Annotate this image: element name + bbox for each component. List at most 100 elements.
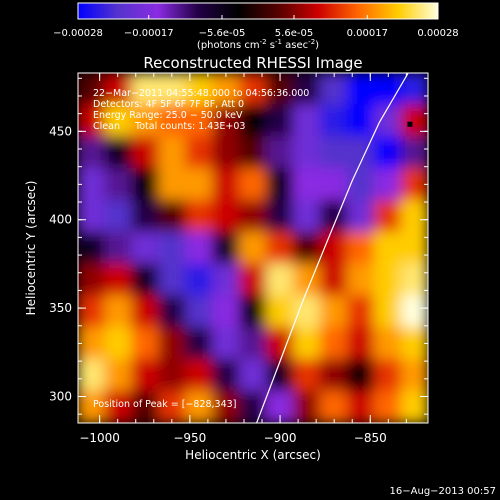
heatmap-cell <box>185 358 214 392</box>
heatmap-cell <box>346 104 375 138</box>
x-tick-label: −950 <box>173 431 206 445</box>
heatmap-cell <box>346 327 375 360</box>
peak-marker <box>407 121 413 127</box>
heatmap-cell <box>292 390 321 423</box>
heatmap-cell <box>319 295 348 329</box>
heatmap-cell <box>78 295 106 329</box>
heatmap-cell <box>158 73 187 106</box>
heatmap-cell <box>373 327 402 360</box>
heatmap-cell <box>292 199 321 233</box>
heatmap-cell <box>185 136 214 169</box>
heatmap-cell <box>346 167 375 201</box>
heatmap-cell <box>292 358 321 392</box>
heatmap-cell <box>265 136 294 169</box>
heatmap-cell <box>104 199 133 233</box>
footer-date: 16−Aug−2013 00:57 <box>390 486 496 497</box>
heatmap-cell <box>292 295 321 329</box>
colorbar-unit-prefix: (photons cm <box>197 40 260 51</box>
heatmap-cell <box>185 167 214 201</box>
colorbar-tick-label: 0.00017 <box>347 28 388 39</box>
heatmap-cell <box>131 390 160 423</box>
heatmap-cell <box>185 199 214 233</box>
colorbar-tick-label: −0.00017 <box>124 28 174 39</box>
heatmap-cell <box>292 327 321 360</box>
heatmap-cell <box>239 199 267 233</box>
heatmap-cell <box>265 231 294 265</box>
heatmap-cell <box>319 358 348 392</box>
plot-frame <box>77 72 429 424</box>
heatmap-cell <box>373 390 402 423</box>
heatmap-cell <box>239 136 267 169</box>
colorbar-unit-suffix: ) <box>315 40 319 51</box>
heatmap-cell <box>212 390 241 423</box>
heatmap-cell <box>158 358 187 392</box>
heatmap-cell <box>158 390 187 423</box>
heatmap-cell <box>319 263 348 297</box>
heatmap-cells <box>78 73 428 423</box>
heatmap-cell <box>104 73 133 106</box>
heatmap-cell <box>78 231 106 265</box>
heatmap-cell <box>104 390 133 423</box>
heatmap-cell <box>158 295 187 329</box>
peak-position-label: Position of Peak = [−828,343] <box>93 399 236 410</box>
heatmap-cell <box>212 231 241 265</box>
heatmap-cell <box>319 73 348 106</box>
heatmap-cell <box>400 104 428 138</box>
heatmap-cell <box>131 327 160 360</box>
heatmap-cell <box>78 327 106 360</box>
heatmap-cell <box>319 167 348 201</box>
heatmap-cell <box>212 358 241 392</box>
y-tick-label: 300 <box>49 389 72 403</box>
info-line-energy: Energy Range: 25.0 − 50.0 keV <box>93 110 243 121</box>
heatmap-cell <box>319 327 348 360</box>
heatmap-cell <box>292 231 321 265</box>
heatmap-cell <box>400 390 428 423</box>
heatmap-cell <box>265 199 294 233</box>
colorbar-tick-label: 0.00028 <box>417 28 458 39</box>
heatmap-cell <box>158 104 187 138</box>
y-axis-label: Heliocentric Y (arcsec) <box>24 181 38 316</box>
heatmap-cell <box>373 104 402 138</box>
info-line-detectors: Detectors: 4F 5F 6F 7F 8F, Att 0 <box>93 99 244 110</box>
x-axis-label: Heliocentric X (arcsec) <box>185 448 321 462</box>
heatmap-cell <box>239 327 267 360</box>
heatmap-cell <box>346 199 375 233</box>
heatmap-cell <box>212 327 241 360</box>
heatmap-cell <box>292 167 321 201</box>
heatmap-cell <box>104 136 133 169</box>
colorbar-tick-label: −5.6e-05 <box>199 28 246 39</box>
heatmap-cell <box>346 263 375 297</box>
heatmap-cell <box>78 73 106 106</box>
heatmap-cell <box>400 295 428 329</box>
heatmap-cell <box>212 167 241 201</box>
heatmap-cell <box>131 104 160 138</box>
heatmap-cell <box>158 136 187 169</box>
info-block: 22−Mar−2011 04:55:48.000 to 04:56:36.000… <box>93 88 309 132</box>
heatmap-cell <box>185 104 214 138</box>
x-tick-label: −850 <box>354 431 387 445</box>
chart-title: Reconstructed RHESSI Image <box>143 54 362 72</box>
heatmap-cell <box>346 231 375 265</box>
y-tick-label: 450 <box>49 124 72 138</box>
heatmap-cell <box>400 73 428 106</box>
heatmap-cell <box>292 104 321 138</box>
heatmap-cell <box>212 263 241 297</box>
heatmap-cell <box>212 136 241 169</box>
colorbar-unit-exp1: -2 <box>260 38 267 46</box>
colorbar-unit-exp3: -2 <box>308 38 315 46</box>
heatmap-cell <box>319 199 348 233</box>
heatmap-cell <box>265 295 294 329</box>
colorbar-unit-exp2: -1 <box>275 38 282 46</box>
heatmap-cell <box>265 327 294 360</box>
heatmap-cell <box>131 167 160 201</box>
heatmap-cell <box>239 104 267 138</box>
heatmap-cell <box>373 73 402 106</box>
heatmap-cell <box>346 358 375 392</box>
heatmap-cell <box>400 199 428 233</box>
colorbar-unit-mid2: asec <box>282 40 308 51</box>
heatmap-cell <box>400 136 428 169</box>
heatmap-cell <box>131 295 160 329</box>
heatmap-cell <box>239 167 267 201</box>
heatmap-cell <box>158 231 187 265</box>
